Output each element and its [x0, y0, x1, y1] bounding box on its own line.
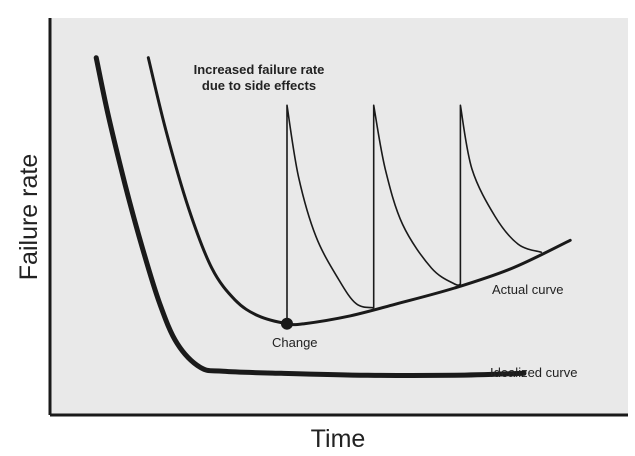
- change-point-marker: [280, 317, 293, 330]
- x-axis-title: Time: [311, 425, 366, 453]
- idealized-curve: [93, 55, 527, 379]
- annotation-side-effects-line2: due to side effects: [202, 78, 316, 93]
- annotation-change: Change: [272, 335, 318, 350]
- annotation-idealized-curve: Idealized curve: [490, 365, 577, 380]
- annotation-side-effects-line1: Increased failure rate: [194, 62, 325, 77]
- plot-background: [50, 18, 628, 415]
- y-axis-title: Failure rate: [15, 154, 43, 280]
- annotation-actual-curve: Actual curve: [492, 282, 564, 297]
- spike-curves: [286, 104, 543, 325]
